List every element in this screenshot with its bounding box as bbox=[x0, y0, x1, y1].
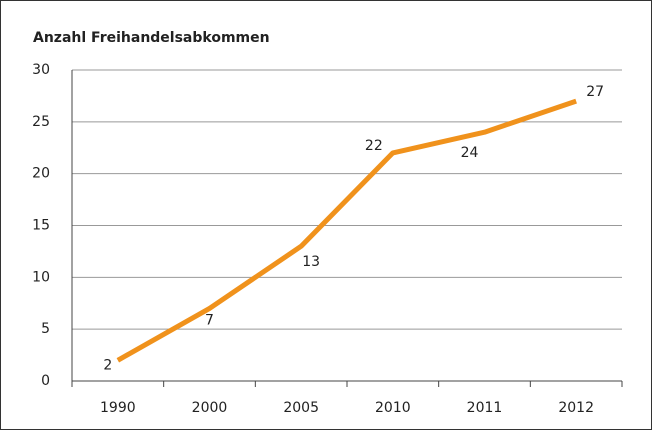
data-label: 7 bbox=[205, 312, 214, 328]
data-line bbox=[116, 98, 577, 363]
x-tick-label: 2000 bbox=[192, 400, 228, 416]
x-tick-label: 1990 bbox=[100, 400, 136, 416]
y-tick-label: 30 bbox=[32, 62, 50, 78]
data-label: 24 bbox=[461, 145, 479, 161]
x-tick-label: 2012 bbox=[558, 400, 594, 416]
data-label: 22 bbox=[365, 138, 383, 154]
x-tick-label: 2010 bbox=[375, 400, 411, 416]
y-tick-label: 25 bbox=[32, 114, 50, 130]
y-tick-label: 10 bbox=[32, 269, 50, 285]
x-tick-label: 2011 bbox=[467, 400, 503, 416]
data-label: 2 bbox=[103, 357, 112, 373]
y-tick-label: 20 bbox=[32, 166, 50, 182]
data-label: 27 bbox=[586, 84, 604, 100]
y-tick-label: 15 bbox=[32, 218, 50, 234]
y-tick-label: 5 bbox=[41, 321, 50, 337]
data-label: 13 bbox=[302, 254, 320, 270]
y-tick-label: 0 bbox=[41, 373, 50, 389]
x-tick-label: 2005 bbox=[283, 400, 319, 416]
chart-title: Anzahl Freihandelsabkommen bbox=[33, 30, 270, 46]
